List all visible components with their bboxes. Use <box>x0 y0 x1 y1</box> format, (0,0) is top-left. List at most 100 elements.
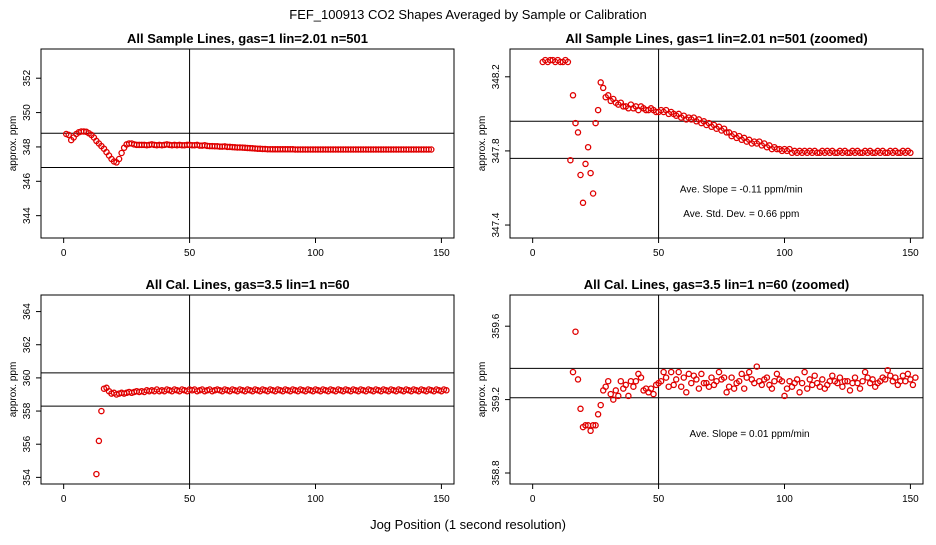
data-point <box>569 92 577 99</box>
figure-title: FEF_100913 CO2 Shapes Averaged by Sample… <box>289 7 646 22</box>
data-point <box>730 385 738 392</box>
data-point <box>786 377 793 385</box>
panel-title: All Cal. Lines, gas=3.5 lin=1 n=60 (zoom… <box>584 277 850 292</box>
data-point <box>567 156 574 164</box>
plot-frame <box>40 48 455 239</box>
data-point <box>811 372 818 379</box>
data-point <box>577 405 584 413</box>
data-point <box>912 374 919 381</box>
data-point <box>660 368 667 376</box>
data-point <box>602 383 609 390</box>
x-tick-label: 100 <box>776 248 793 259</box>
y-tick-label: 352 <box>22 69 33 86</box>
data-point <box>632 377 640 385</box>
y-axis-label: approx. ppm <box>477 362 488 418</box>
data-point <box>801 368 808 376</box>
data-point <box>839 383 846 390</box>
chart-panel-4: All Cal. Lines, gas=3.5 lin=1 n=60 (zoom… <box>477 277 924 505</box>
data-point <box>723 129 730 136</box>
x-tick-label: 50 <box>184 248 196 259</box>
x-tick-label: 100 <box>307 494 324 505</box>
panels: All Sample Lines, gas=1 lin=2.01 n=501 0 5… <box>8 31 924 505</box>
x-tick-label: 150 <box>433 494 450 505</box>
y-axis-label: approx. ppm <box>8 362 19 418</box>
data-point <box>589 422 597 429</box>
y-tick-label: 350 <box>22 104 33 121</box>
y-axis-label: approx. ppm <box>477 116 488 172</box>
data-point <box>617 377 625 385</box>
data-point <box>607 390 614 398</box>
data-point <box>904 370 912 378</box>
data-point <box>675 368 682 376</box>
data-point <box>564 58 572 66</box>
data-series <box>569 328 919 435</box>
data-point <box>763 374 771 381</box>
data-point <box>670 381 677 389</box>
data-point <box>745 368 753 376</box>
y-tick-label: 347.4 <box>491 212 502 237</box>
data-point <box>610 396 617 403</box>
x-tick-label: 50 <box>653 494 665 505</box>
y-tick-label: 356 <box>22 435 33 452</box>
data-series <box>93 384 450 478</box>
data-point <box>443 387 450 394</box>
data-point <box>793 376 801 383</box>
data-point <box>582 160 589 168</box>
x-tick-label: 0 <box>530 494 536 505</box>
data-point <box>592 422 599 429</box>
y-tick-label: 348 <box>22 138 33 155</box>
data-point <box>861 368 869 376</box>
data-point <box>743 374 750 381</box>
x-tick-label: 50 <box>653 248 665 259</box>
data-point <box>819 376 826 383</box>
data-point <box>693 376 700 383</box>
data-point <box>589 190 597 197</box>
panel-title: All Sample Lines, gas=1 lin=2.01 n=501 (… <box>565 31 867 46</box>
data-point <box>118 149 125 157</box>
x-tick-label: 150 <box>902 248 919 259</box>
data-point <box>715 368 723 376</box>
data-point <box>758 381 766 389</box>
data-point <box>587 169 594 177</box>
y-tick-label: 347.8 <box>491 138 502 163</box>
data-point <box>768 385 776 392</box>
data-point <box>577 171 584 179</box>
data-point <box>672 376 680 383</box>
data-point <box>572 328 579 335</box>
y-tick-label: 364 <box>22 303 33 320</box>
data-point <box>728 374 735 381</box>
data-point <box>698 370 705 378</box>
data-point <box>892 374 899 381</box>
data-point <box>592 119 599 127</box>
data-point <box>856 385 864 392</box>
data-point <box>574 376 582 383</box>
data-point <box>569 368 577 376</box>
data-point <box>688 379 695 387</box>
data-point <box>647 385 655 392</box>
x-tick-label: 50 <box>184 494 196 505</box>
data-point <box>594 106 602 114</box>
data-point <box>599 84 607 92</box>
data-point <box>604 92 612 99</box>
data-point <box>740 385 748 392</box>
panel-title: All Cal. Lines, gas=3.5 lin=1 n=60 <box>145 277 349 292</box>
data-series <box>62 128 435 166</box>
x-tick-label: 100 <box>776 494 793 505</box>
data-point <box>720 374 728 381</box>
data-point <box>677 383 685 390</box>
data-point <box>735 377 743 385</box>
data-point <box>869 376 876 383</box>
data-point <box>574 129 582 136</box>
data-point <box>604 377 612 385</box>
chart-panel-2: All Sample Lines, gas=1 lin=2.01 n=501 (… <box>477 31 924 259</box>
annotation-text: Ave. Std. Dev. = 0.66 ppm <box>683 209 799 220</box>
x-tick-label: 150 <box>433 248 450 259</box>
annotation-text: Ave. Slope = -0.11 ppm/min <box>680 185 803 196</box>
data-point <box>93 470 100 478</box>
figure-xlabel: Jog Position (1 second resolution) <box>370 517 566 532</box>
data-point <box>637 374 645 381</box>
y-tick-label: 344 <box>22 207 33 224</box>
x-tick-label: 150 <box>902 494 919 505</box>
